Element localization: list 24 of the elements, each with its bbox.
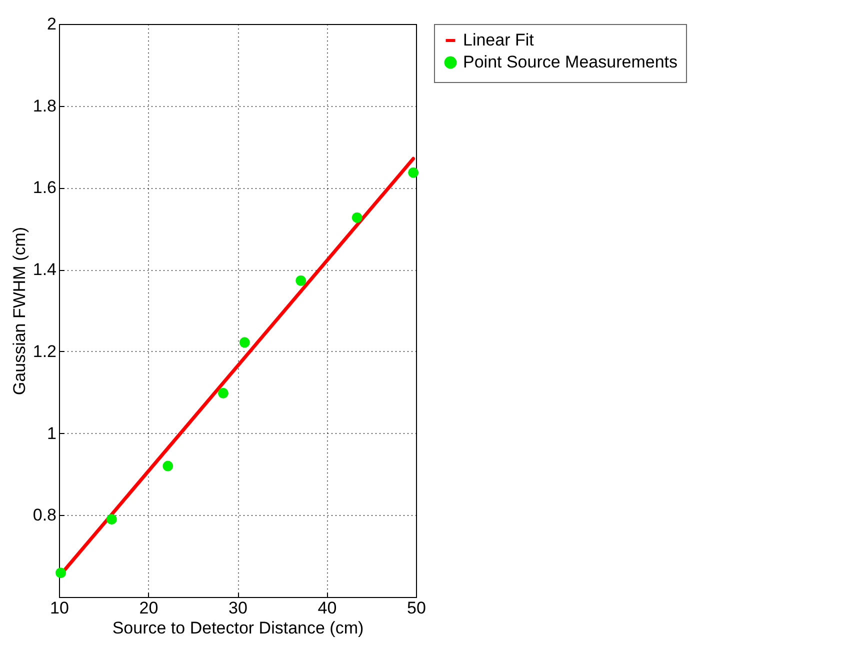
x-tick-label: 20 (139, 598, 158, 618)
x-tick-label: 50 (407, 598, 426, 618)
x-axis-title: Source to Detector Distance (cm) (112, 618, 364, 638)
y-axis-title: Gaussian FWHM (cm) (10, 226, 29, 396)
y-tick-label: 1.4 (32, 260, 56, 280)
y-tick-label: 1.2 (32, 342, 56, 361)
y-tick-label: 2 (47, 14, 56, 34)
y-tick-label: 1 (47, 424, 56, 443)
x-tick-label: 10 (50, 598, 69, 618)
y-tick-label: 1.6 (32, 178, 56, 198)
y-tick-label: 0.8 (32, 506, 56, 525)
y-tick-label: 1.8 (32, 96, 56, 116)
point (239, 337, 250, 348)
point (56, 568, 66, 578)
point (106, 514, 117, 524)
x-tick-label: 40 (318, 598, 337, 618)
point (218, 388, 228, 398)
point (162, 460, 174, 472)
point (352, 212, 362, 223)
legend-label: Linear Fit (463, 30, 534, 50)
legend-label: Point Source Measurements (463, 52, 678, 72)
x-tick-label: 30 (228, 598, 248, 618)
point (408, 167, 419, 178)
point (296, 275, 306, 286)
